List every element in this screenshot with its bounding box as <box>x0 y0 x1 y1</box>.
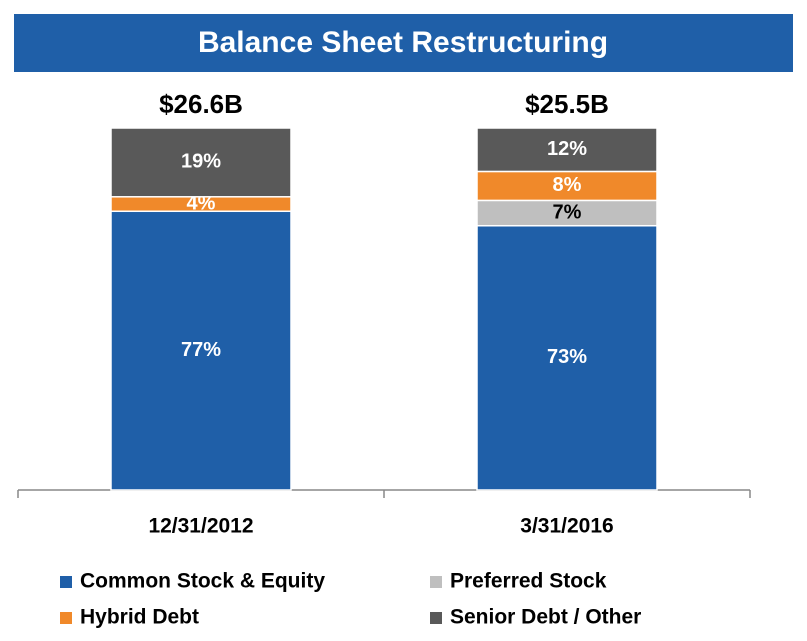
bar-segment <box>110 127 292 198</box>
total-label: $25.5B <box>525 89 609 119</box>
legend-label: Senior Debt / Other <box>450 606 641 629</box>
data-label: 12% <box>547 138 587 160</box>
legend-swatch <box>430 612 442 624</box>
total-label: $26.6B <box>159 89 243 119</box>
x-tick-label: 3/31/2016 <box>520 515 613 538</box>
data-label: 73% <box>547 346 587 368</box>
data-label: 77% <box>181 339 221 361</box>
bar-segment <box>476 127 658 173</box>
data-label: 7% <box>553 201 582 223</box>
legend-label: Common Stock & Equity <box>80 570 325 593</box>
legend-swatch <box>60 576 72 588</box>
bar-segment <box>476 199 658 227</box>
data-label: 4% <box>187 192 216 214</box>
x-tick-label: 12/31/2012 <box>148 515 253 538</box>
title-band <box>14 14 793 72</box>
bar-segment <box>476 224 658 491</box>
legend-label: Hybrid Debt <box>80 606 199 629</box>
bar-segment <box>476 170 658 202</box>
legend-label: Preferred Stock <box>450 570 607 593</box>
data-label: 19% <box>181 151 221 173</box>
legend-swatch <box>430 576 442 588</box>
bar-segment <box>110 210 292 491</box>
legend-swatch <box>60 612 72 624</box>
data-label: 8% <box>553 174 582 196</box>
chart-title: Balance Sheet Restructuring <box>198 26 608 59</box>
